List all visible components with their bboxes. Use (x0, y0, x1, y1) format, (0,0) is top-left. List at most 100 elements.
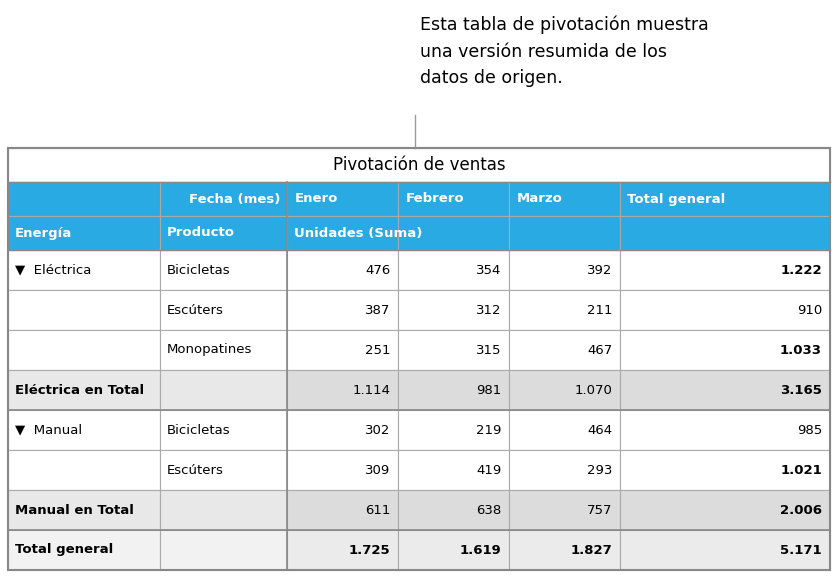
Bar (8, 450, 160, 490)
Text: Enero: Enero (294, 193, 338, 205)
Text: 392: 392 (587, 264, 613, 276)
Bar (398, 370, 510, 410)
Bar (398, 216, 510, 250)
Text: Fecha (mes): Fecha (mes) (189, 193, 281, 205)
Text: 1.114: 1.114 (353, 384, 391, 396)
Bar (160, 290, 287, 330)
Bar (510, 370, 620, 410)
Bar (287, 290, 398, 330)
Bar (8, 370, 160, 410)
Text: 464: 464 (587, 424, 613, 436)
Text: Bicicletas: Bicicletas (167, 424, 230, 436)
Text: Total general: Total general (628, 193, 726, 205)
Bar (160, 410, 287, 450)
Bar (398, 330, 510, 370)
Text: 985: 985 (797, 424, 822, 436)
Text: Escúters: Escúters (167, 463, 224, 477)
Bar (398, 450, 510, 490)
Text: 315: 315 (476, 343, 501, 357)
Text: 387: 387 (365, 303, 391, 317)
Bar (287, 250, 398, 290)
Text: 219: 219 (476, 424, 501, 436)
Bar (8, 290, 160, 330)
Bar (8, 148, 830, 182)
Bar (510, 450, 620, 490)
Text: Eléctrica en Total: Eléctrica en Total (15, 384, 144, 396)
Bar (620, 410, 830, 450)
Text: 638: 638 (476, 503, 501, 516)
Bar (8, 250, 160, 290)
Bar (620, 490, 830, 530)
Text: Marzo: Marzo (516, 193, 562, 205)
Text: 5.171: 5.171 (780, 544, 822, 556)
Text: 354: 354 (476, 264, 501, 276)
Bar (398, 490, 510, 530)
Bar (8, 216, 160, 250)
Bar (620, 450, 830, 490)
Text: Unidades (Suma): Unidades (Suma) (294, 226, 423, 240)
Bar (398, 410, 510, 450)
Text: 293: 293 (587, 463, 613, 477)
Bar (287, 450, 398, 490)
Bar (160, 250, 287, 290)
Bar (8, 148, 830, 570)
Text: 611: 611 (365, 503, 391, 516)
Text: 1.725: 1.725 (349, 544, 391, 556)
Bar (160, 370, 287, 410)
Text: 309: 309 (365, 463, 391, 477)
Bar (287, 330, 398, 370)
Bar (398, 182, 510, 216)
Text: Bicicletas: Bicicletas (167, 264, 230, 276)
Text: Total general: Total general (15, 544, 113, 556)
Bar (398, 530, 510, 570)
Text: 419: 419 (476, 463, 501, 477)
Text: 2.006: 2.006 (780, 503, 822, 516)
Text: ▼  Eléctrica: ▼ Eléctrica (15, 264, 91, 276)
Text: 1.222: 1.222 (780, 264, 822, 276)
Bar (398, 290, 510, 330)
Text: 981: 981 (476, 384, 501, 396)
Bar (620, 250, 830, 290)
Text: 1.619: 1.619 (460, 544, 501, 556)
Text: ▼  Manual: ▼ Manual (15, 424, 82, 436)
Bar (160, 182, 287, 216)
Bar (8, 410, 160, 450)
Text: 312: 312 (476, 303, 501, 317)
Text: 757: 757 (587, 503, 613, 516)
Bar (620, 182, 830, 216)
Bar (160, 216, 287, 250)
Bar (510, 530, 620, 570)
Text: Esta tabla de pivotación muestra
una versión resumida de los
datos de origen.: Esta tabla de pivotación muestra una ver… (420, 16, 709, 87)
Bar (510, 182, 620, 216)
Text: 302: 302 (365, 424, 391, 436)
Text: 1.033: 1.033 (780, 343, 822, 357)
Text: 1.827: 1.827 (571, 544, 613, 556)
Bar (287, 410, 398, 450)
Bar (287, 216, 398, 250)
Bar (287, 530, 398, 570)
Bar (160, 330, 287, 370)
Text: 3.165: 3.165 (780, 384, 822, 396)
Text: Producto: Producto (167, 226, 235, 240)
Text: Escúters: Escúters (167, 303, 224, 317)
Bar (620, 530, 830, 570)
Text: Energía: Energía (15, 226, 72, 240)
Bar (510, 250, 620, 290)
Bar (8, 330, 160, 370)
Text: 251: 251 (365, 343, 391, 357)
Text: Pivotación de ventas: Pivotación de ventas (333, 156, 505, 174)
Text: 1.070: 1.070 (575, 384, 613, 396)
Bar (160, 450, 287, 490)
Bar (620, 216, 830, 250)
Bar (620, 330, 830, 370)
Bar (510, 290, 620, 330)
Bar (8, 490, 160, 530)
Text: 1.021: 1.021 (780, 463, 822, 477)
Text: 910: 910 (797, 303, 822, 317)
Bar (620, 290, 830, 330)
Bar (510, 410, 620, 450)
Bar (510, 216, 620, 250)
Text: 467: 467 (587, 343, 613, 357)
Bar (510, 490, 620, 530)
Bar (160, 530, 287, 570)
